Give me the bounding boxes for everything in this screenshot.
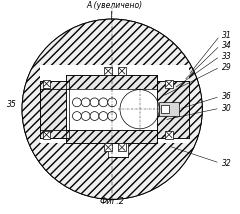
Circle shape [108, 112, 117, 120]
Bar [40, 130, 66, 138]
Bar [40, 81, 69, 138]
Bar [40, 75, 69, 134]
Bar [66, 89, 157, 130]
Bar [108, 143, 128, 157]
Bar [159, 102, 179, 116]
Circle shape [22, 19, 202, 199]
Bar [165, 80, 173, 88]
Bar [104, 143, 112, 151]
Circle shape [90, 112, 99, 120]
Circle shape [90, 98, 99, 107]
Bar [161, 105, 169, 113]
Circle shape [120, 90, 159, 129]
Bar [40, 65, 189, 143]
Text: 36: 36 [222, 92, 232, 101]
Circle shape [81, 98, 90, 107]
Bar [40, 81, 66, 89]
Bar [104, 67, 112, 75]
Bar [40, 89, 66, 130]
Circle shape [108, 98, 117, 107]
Text: 33: 33 [222, 52, 232, 61]
Circle shape [99, 98, 108, 107]
Bar [165, 131, 173, 139]
Circle shape [22, 19, 202, 199]
Bar [43, 131, 50, 139]
Text: 30: 30 [222, 104, 232, 113]
Text: 32: 32 [222, 159, 232, 168]
Circle shape [72, 98, 81, 107]
Circle shape [81, 112, 90, 120]
Text: 29: 29 [222, 62, 232, 71]
Text: Фиг.2: Фиг.2 [100, 197, 125, 206]
Text: 31: 31 [222, 31, 232, 40]
Circle shape [99, 112, 108, 120]
Text: 35: 35 [7, 100, 17, 109]
Text: А (увеличено): А (увеличено) [86, 1, 142, 10]
Bar [118, 67, 126, 75]
Bar [66, 75, 157, 89]
Circle shape [72, 112, 81, 120]
Bar [66, 130, 157, 143]
Bar [40, 81, 69, 89]
Text: 34: 34 [222, 41, 232, 50]
Bar [40, 130, 69, 138]
Bar [118, 143, 126, 151]
Bar [157, 81, 189, 138]
Bar [43, 80, 50, 88]
